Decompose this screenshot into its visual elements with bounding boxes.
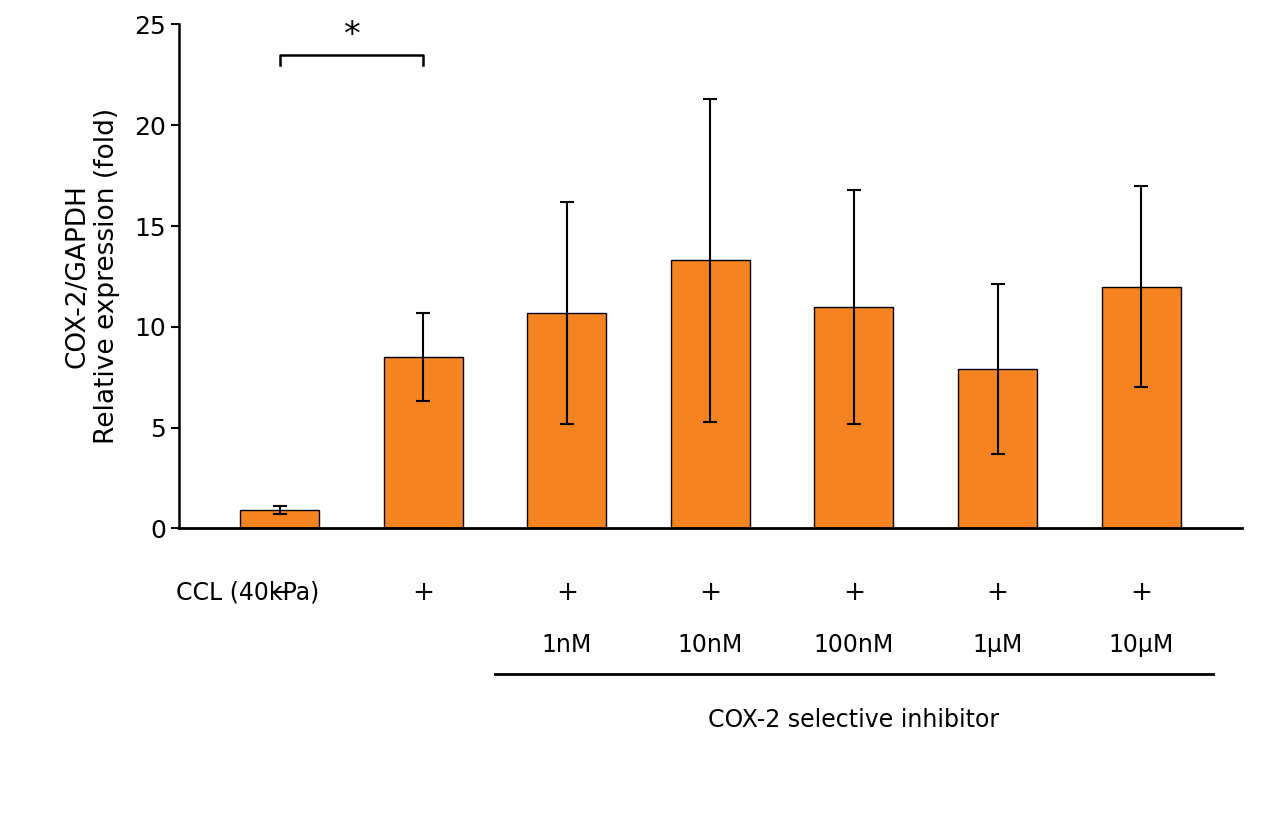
Y-axis label: COX-2/GAPDH
Relative expression (fold): COX-2/GAPDH Relative expression (fold) (64, 108, 120, 445)
Bar (957, 369, 1037, 528)
Text: 1μM: 1μM (973, 633, 1023, 658)
Text: 1nM: 1nM (541, 633, 591, 658)
Text: +: + (1130, 580, 1152, 606)
Text: CCL (40kPa): CCL (40kPa) (177, 581, 320, 605)
Bar (384, 357, 463, 528)
Text: 100nM: 100nM (814, 633, 895, 658)
Text: 10μM: 10μM (1108, 633, 1174, 658)
Text: 10nM: 10nM (678, 633, 742, 658)
Bar (527, 313, 607, 528)
Bar (241, 511, 319, 528)
Text: *: * (343, 19, 360, 51)
Text: +: + (699, 580, 722, 606)
Text: +: + (844, 580, 865, 606)
Bar (814, 307, 893, 528)
Text: +: + (987, 580, 1009, 606)
Bar (671, 260, 750, 528)
Text: −: − (269, 580, 291, 606)
Text: +: + (556, 580, 577, 606)
Text: +: + (412, 580, 434, 606)
Text: COX-2 selective inhibitor: COX-2 selective inhibitor (708, 708, 1000, 732)
Bar (1102, 286, 1180, 528)
